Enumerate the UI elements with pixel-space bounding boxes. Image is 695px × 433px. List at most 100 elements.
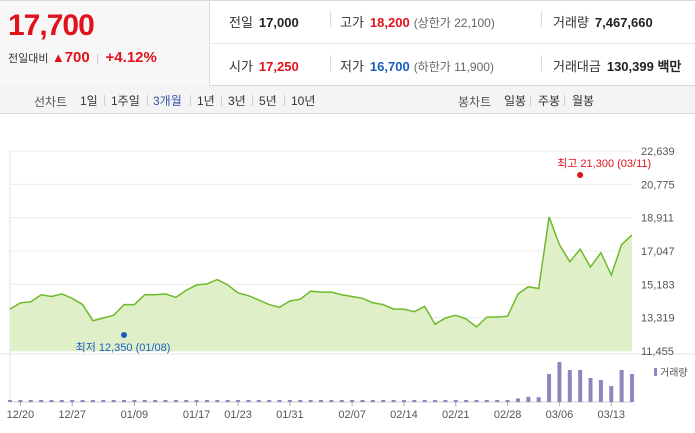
- current-price: 17,700: [8, 9, 95, 42]
- y-tick-label: 18,911: [641, 213, 674, 225]
- candle-weekly[interactable]: 주봉: [538, 94, 561, 108]
- change-row: 전일대비 ▲700 | +4.12%: [8, 49, 157, 66]
- volume-bar: [184, 400, 189, 402]
- x-tick-label: 01/31: [276, 409, 304, 421]
- x-tick-label: 02/14: [390, 409, 418, 421]
- x-tick-label: 02/28: [494, 409, 522, 421]
- price-line: [9, 216, 633, 328]
- volume: 거래량 7,467,660: [553, 12, 653, 31]
- high-annotation: 최고 21,300 (03/11): [557, 157, 651, 170]
- period-1w[interactable]: 1주일: [111, 94, 140, 108]
- volume-bar: [70, 400, 75, 402]
- volume-bar: [246, 400, 251, 402]
- volume-bar: [39, 400, 44, 402]
- volume-bar: [111, 400, 116, 402]
- volume-bar: [153, 400, 158, 402]
- volume-bar: [173, 400, 178, 402]
- volume-bar: [526, 396, 531, 402]
- period-5y[interactable]: 5년: [259, 94, 277, 108]
- volume-bar: [370, 400, 375, 402]
- period-1d[interactable]: 1일: [80, 94, 98, 108]
- period-3m[interactable]: 3개월: [153, 94, 182, 108]
- x-tick-label: 12/27: [58, 409, 86, 421]
- volume-bar: [515, 398, 520, 402]
- divider: [541, 55, 542, 71]
- period-10y[interactable]: 10년: [291, 94, 316, 108]
- low-annotation: 최저 12,350 (01/08): [76, 341, 171, 354]
- price-area: [10, 217, 632, 351]
- volume-bar: [329, 400, 334, 402]
- volume-bar: [277, 400, 282, 402]
- amount-label: 거래대금: [553, 59, 601, 74]
- amount-value: 130,399 백만: [606, 59, 682, 74]
- chart-annotations: 최고 21,300 (03/11) 최저 12,350 (01/08): [76, 157, 652, 354]
- volume-bar: [225, 400, 230, 402]
- volume-bar: [360, 400, 365, 402]
- divider: [147, 95, 148, 106]
- prev-close-label: 전일: [229, 15, 253, 30]
- volume-bar: [204, 400, 209, 402]
- volume-bar: [8, 400, 12, 402]
- volume-bar: [298, 400, 303, 402]
- period-1y[interactable]: 1년: [197, 94, 215, 108]
- volume-bar: [381, 400, 386, 402]
- volume-bar: [18, 400, 23, 402]
- volume-bar: [122, 400, 127, 402]
- upper-limit: (상한가 22,100): [413, 16, 495, 30]
- volume-bar: [453, 400, 458, 402]
- volume-bar: [588, 378, 593, 402]
- x-axis-ticks: 12/20 12/27 01/09 01/17 01/23 01/31 02/07 02/14…: [7, 402, 625, 421]
- high-label: 고가: [340, 15, 364, 30]
- lower-limit: (하한가 11,900): [413, 60, 494, 74]
- volume-bar: [464, 400, 469, 402]
- volume-bar: [49, 400, 54, 402]
- y-axis-ticks: 22,639 20,775 18,911 17,047 15,183 13,319 11,4…: [641, 146, 675, 358]
- volume-bar: [567, 370, 572, 402]
- change-amount: 700: [64, 49, 90, 66]
- volume-bar: [557, 362, 562, 402]
- y-tick-label: 20,775: [641, 179, 675, 191]
- open-label: 시가: [229, 59, 253, 74]
- open-price: 시가 17,250: [229, 56, 299, 75]
- price-summary: 17,700 전일대비 ▲700 | +4.12% 전일 17,000 고가 18,…: [0, 0, 695, 86]
- volume-bar: [609, 386, 614, 402]
- candle-monthly[interactable]: 월봉: [572, 94, 595, 108]
- volume-bar: [132, 400, 137, 402]
- prev-close-value: 17,000: [258, 15, 299, 30]
- volume-bar: [90, 400, 95, 402]
- volume-bar: [287, 400, 292, 402]
- period-3y[interactable]: 3년: [228, 94, 246, 108]
- x-tick-label: 01/17: [183, 409, 211, 421]
- volume-bar: [536, 397, 541, 402]
- volume-bar: [578, 370, 583, 402]
- volume-bar: [319, 400, 323, 402]
- trade-amount: 거래대금 130,399 백만: [553, 56, 681, 75]
- price-chart: 22,639 20,775 18,911 17,047 15,183 13,319 11,4…: [0, 146, 695, 421]
- volume-legend-swatch: [654, 368, 657, 376]
- volume-label: 거래량: [553, 15, 589, 30]
- x-tick-label: 03/06: [546, 409, 574, 421]
- up-arrow-icon: ▲: [51, 50, 65, 65]
- volume-bar: [443, 400, 448, 402]
- chart-toolbar: 선차트 1일 1주일 3개월 1년 3년 5년 10년 봉차트 일봉 주봉 월봉: [0, 86, 695, 114]
- volume-bar: [547, 374, 552, 402]
- divider: [252, 95, 253, 106]
- volume-bar: [101, 400, 106, 402]
- volume-bar: [256, 400, 261, 402]
- candle-daily[interactable]: 일봉: [504, 94, 527, 108]
- y-tick-label: 11,455: [641, 346, 674, 358]
- x-tick-label: 01/09: [121, 409, 149, 421]
- y-tick-label: 13,319: [641, 313, 675, 325]
- volume-bar: [215, 400, 220, 402]
- prev-close: 전일 17,000: [229, 12, 299, 31]
- low-marker: [121, 331, 128, 338]
- volume-bars: 거래량: [8, 362, 688, 402]
- high-value: 18,200: [369, 15, 410, 30]
- low-value: 16,700: [369, 59, 410, 74]
- volume-bar: [619, 370, 624, 402]
- volume-bar: [28, 400, 33, 402]
- volume-legend-label: 거래량: [660, 367, 688, 379]
- y-tick-label: 15,183: [641, 279, 675, 291]
- candle-chart-label: 봉차트: [458, 95, 492, 109]
- volume-bar: [339, 400, 344, 402]
